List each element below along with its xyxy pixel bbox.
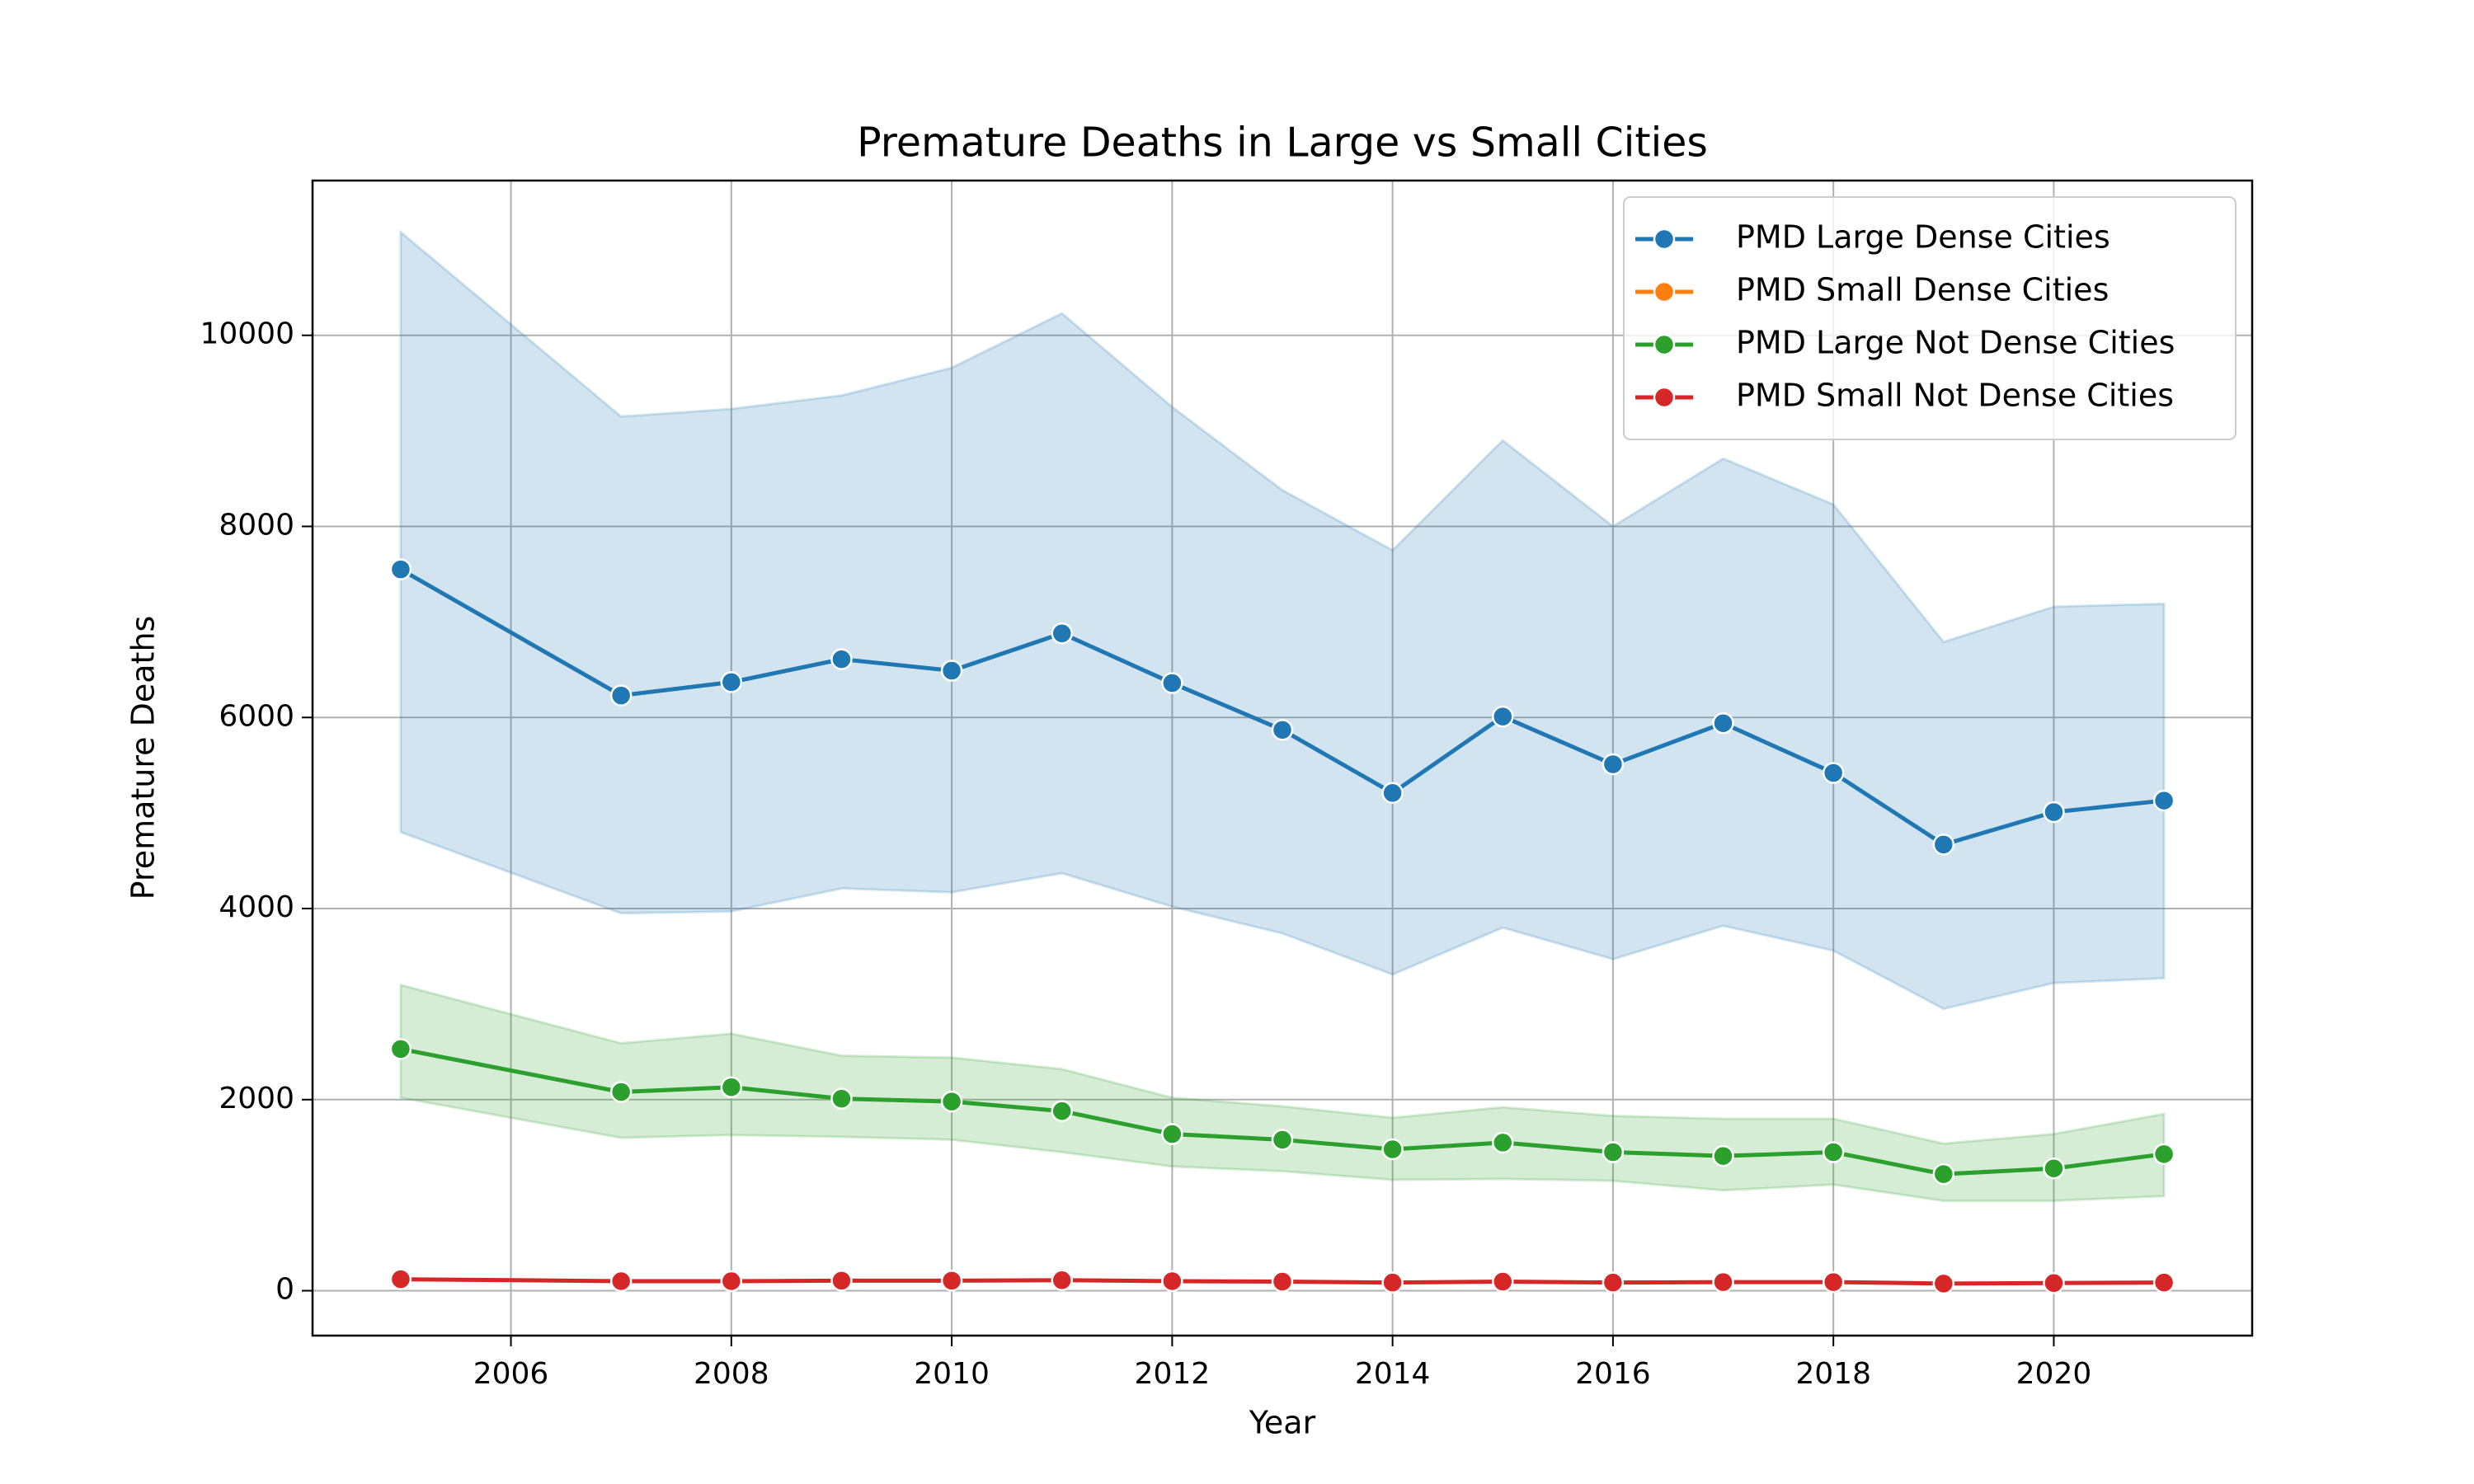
data-point	[830, 1270, 853, 1292]
data-point	[1381, 782, 1404, 805]
y-tick-label: 10000	[200, 317, 294, 351]
legend: PMD Large Dense Cities PMD Small Dense Ci…	[1623, 196, 2236, 440]
data-point	[1492, 1131, 1514, 1154]
x-tick-label: 2016	[1575, 1357, 1651, 1391]
y-tick-label: 4000	[219, 890, 294, 924]
data-point	[1822, 762, 1845, 784]
data-point	[1712, 711, 1734, 735]
data-point	[940, 1270, 963, 1292]
data-point	[1271, 1270, 1294, 1293]
data-point	[1712, 1270, 1734, 1294]
x-axis-label: Year	[1249, 1405, 1316, 1441]
data-point	[2152, 1143, 2175, 1166]
confidence-band	[399, 983, 2166, 1203]
data-point	[1381, 1138, 1404, 1161]
legend-label: PMD Large Dense Cities	[1736, 219, 2110, 256]
data-point	[1161, 672, 1183, 694]
legend-marker	[1653, 333, 1676, 356]
data-point	[1932, 834, 1955, 856]
data-point	[1271, 1129, 1294, 1151]
data-point	[720, 671, 743, 693]
data-point	[830, 1087, 853, 1110]
data-point	[1381, 1271, 1404, 1294]
data-point	[1492, 705, 1514, 728]
data-point	[1602, 753, 1625, 776]
legend-marker	[1653, 228, 1676, 251]
x-tick-label: 2020	[2016, 1357, 2092, 1391]
y-tick-label: 8000	[219, 508, 294, 542]
data-point	[2152, 789, 2175, 812]
data-point	[720, 1076, 743, 1098]
legend-label: PMD Small Not Dense Cities	[1736, 378, 2174, 414]
legend-marker	[1653, 386, 1676, 409]
data-point	[389, 1268, 412, 1290]
plot-frame	[311, 179, 2254, 1337]
x-tick-label: 2010	[914, 1357, 990, 1391]
x-tick-label: 2012	[1135, 1357, 1211, 1391]
data-point	[1161, 1123, 1183, 1145]
data-point	[1492, 1270, 1514, 1293]
series-line	[399, 567, 2165, 847]
confidence-band	[399, 229, 2166, 1011]
data-point	[1602, 1271, 1625, 1294]
chart-title: Premature Deaths in Large vs Small Citie…	[857, 120, 1708, 167]
data-point	[609, 684, 633, 707]
data-point	[1822, 1270, 1845, 1294]
data-point	[1051, 1100, 1073, 1122]
data-point	[830, 648, 853, 670]
data-point	[1822, 1141, 1845, 1163]
data-point	[2043, 1272, 2065, 1294]
data-point	[1712, 1144, 1734, 1167]
data-point	[720, 1270, 743, 1293]
data-point	[2043, 1157, 2065, 1180]
data-point	[2043, 801, 2065, 824]
data-point	[1051, 1269, 1073, 1292]
data-point	[389, 1038, 412, 1060]
data-point	[1602, 1141, 1625, 1163]
data-point	[1271, 719, 1294, 741]
x-tick-label: 2006	[473, 1357, 549, 1391]
data-point	[609, 1081, 633, 1103]
x-tick-label: 2008	[694, 1357, 769, 1391]
y-tick-label: 0	[275, 1273, 294, 1307]
x-tick-label: 2018	[1795, 1357, 1871, 1391]
data-point	[940, 660, 963, 682]
y-tick-label: 2000	[219, 1082, 294, 1115]
legend-marker	[1653, 280, 1676, 303]
data-point	[609, 1270, 633, 1293]
y-tick-label: 6000	[219, 699, 294, 733]
data-point	[1161, 1270, 1183, 1293]
legend-label: PMD Large Not Dense Cities	[1736, 325, 2175, 361]
data-point	[1932, 1272, 1955, 1295]
legend-box	[1623, 196, 2236, 440]
series-line	[400, 1277, 2165, 1286]
series-line	[400, 1046, 2165, 1176]
data-point	[389, 558, 412, 580]
x-tick-label: 2014	[1355, 1357, 1431, 1391]
legend-label: PMD Small Dense Cities	[1736, 272, 2109, 308]
data-point	[1932, 1162, 1955, 1186]
data-point	[940, 1090, 963, 1113]
data-point	[1051, 622, 1073, 645]
data-point	[2152, 1271, 2175, 1294]
y-axis-label: Premature Deaths	[125, 616, 162, 900]
